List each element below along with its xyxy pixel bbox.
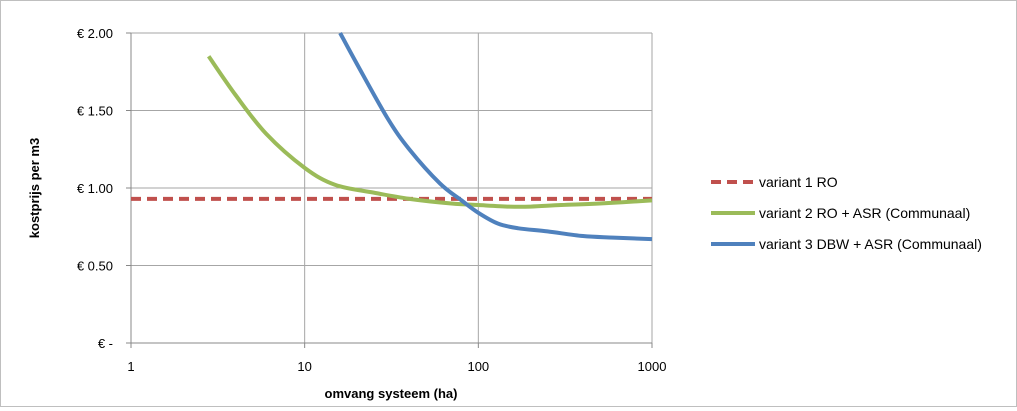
y-tick-label: € 0.50	[77, 259, 113, 274]
x-tick-label: 100	[467, 359, 489, 374]
x-tick-label: 1000	[638, 359, 667, 374]
x-tick-label: 10	[297, 359, 311, 374]
axes	[126, 32, 653, 348]
y-tick-label: € 1.00	[77, 181, 113, 196]
tick-labels: € - € 0.50 € 1.00 € 1.50 € 2.00 1 10 100 1000	[77, 26, 667, 374]
series-line-variant-3	[338, 32, 653, 242]
x-axis-title: omvang systeem (ha)	[325, 386, 458, 401]
y-tick-label: € 2.00	[77, 26, 113, 41]
series-layer	[131, 32, 653, 242]
gridlines	[131, 32, 653, 343]
legend-label: variant 3 DBW + ASR (Communaal)	[759, 236, 982, 252]
legend: variant 1 RO variant 2 RO + ASR (Communaa…	[711, 174, 982, 252]
legend-label: variant 1 RO	[759, 174, 838, 190]
series-line-variant-2	[207, 55, 653, 209]
y-axis-title: kostprijs per m3	[27, 138, 42, 238]
y-tick-label: € -	[98, 336, 113, 351]
y-tick-label: € 1.50	[77, 104, 113, 119]
legend-label: variant 2 RO + ASR (Communaal)	[759, 205, 970, 221]
x-tick-label: 1	[127, 359, 134, 374]
